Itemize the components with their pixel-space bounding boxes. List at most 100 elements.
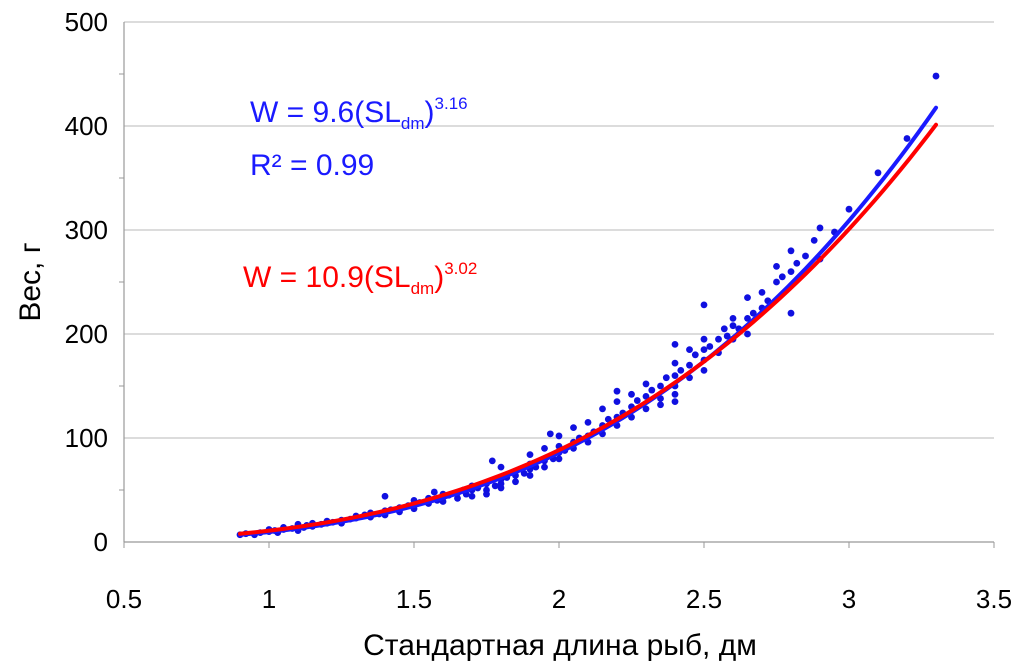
data-point <box>657 401 664 409</box>
data-point <box>628 390 635 398</box>
data-point <box>874 169 882 177</box>
data-point <box>749 309 757 317</box>
data-point <box>648 386 656 394</box>
red-eq-prefix: W = 10.9(SL <box>243 261 411 294</box>
blue-eq-sub: dm <box>401 114 425 133</box>
data-point <box>787 268 795 275</box>
data-point <box>657 382 664 390</box>
data-point <box>845 205 853 213</box>
data-point <box>700 335 708 343</box>
y-axis-title: Вес, г <box>14 242 47 321</box>
data-point <box>787 247 795 255</box>
x-axis-title: Стандартная длина рыб, дм <box>363 629 757 662</box>
data-point <box>700 301 708 309</box>
data-points <box>236 72 940 539</box>
data-point <box>604 415 612 423</box>
data-point <box>671 372 679 379</box>
data-point <box>491 482 499 490</box>
y-tick-label: 200 <box>65 319 108 349</box>
data-point <box>430 488 438 496</box>
data-point <box>555 432 563 440</box>
data-point <box>642 405 650 413</box>
data-point <box>715 335 722 343</box>
data-point <box>686 361 693 369</box>
data-point <box>633 397 641 404</box>
tick-labels: 0 100 200 300 400 500 0.5 1 1.5 2 2.5 3 3.5 <box>65 7 1012 614</box>
data-point <box>810 237 818 244</box>
data-point <box>729 322 737 330</box>
data-point <box>677 367 685 374</box>
data-point <box>706 343 714 350</box>
x-tick-label: 1 <box>262 584 276 614</box>
data-point <box>671 359 679 367</box>
data-point <box>744 315 751 322</box>
gridlines <box>124 21 994 439</box>
data-point <box>613 398 621 405</box>
data-point <box>541 463 548 471</box>
data-point <box>903 135 911 142</box>
x-tick-label: 2.5 <box>686 584 722 614</box>
data-point <box>642 393 650 400</box>
data-point <box>773 278 780 286</box>
x-tick-label: 2 <box>552 584 566 614</box>
data-point <box>555 455 563 463</box>
data-point <box>512 478 519 486</box>
blue-fit-curve <box>238 105 938 537</box>
data-point <box>758 289 766 296</box>
data-point <box>744 330 751 338</box>
blue-eq-prefix: W = 9.6(SL <box>250 96 401 129</box>
data-point <box>816 224 824 232</box>
data-point <box>483 490 490 498</box>
data-point <box>671 390 679 398</box>
data-point <box>599 405 606 413</box>
data-point <box>468 492 476 500</box>
r-squared: R² = 0.99 <box>250 149 374 182</box>
data-point <box>691 351 699 359</box>
data-point <box>723 332 731 340</box>
y-tick-label: 0 <box>94 527 108 557</box>
x-tick-label: 3.5 <box>976 584 1012 614</box>
red-eq-close: ) <box>434 261 444 294</box>
data-point <box>671 341 679 348</box>
data-point <box>642 380 650 388</box>
data-point <box>662 374 670 382</box>
data-point <box>773 263 780 270</box>
red-eq-sub: dm <box>411 279 435 298</box>
axes <box>119 22 995 548</box>
x-tick-label: 1.5 <box>396 584 432 614</box>
red-eq-sup: 3.02 <box>444 259 477 278</box>
data-point <box>381 492 389 500</box>
x-tick-label: 3 <box>842 584 856 614</box>
y-tick-label: 500 <box>65 7 108 37</box>
data-point <box>488 457 496 465</box>
red-equation: W = 10.9(SLdm)3.02 <box>243 259 477 298</box>
data-point <box>520 469 528 477</box>
data-point <box>720 325 728 333</box>
data-point <box>546 430 554 438</box>
data-point <box>497 463 505 471</box>
data-point <box>793 259 801 267</box>
data-point <box>686 346 693 353</box>
blue-eq-sup: 3.16 <box>435 94 468 113</box>
data-point <box>584 419 592 426</box>
data-point <box>700 346 708 353</box>
data-point <box>526 472 534 479</box>
red-fit-curve <box>238 122 938 536</box>
data-point <box>613 387 621 395</box>
data-point <box>802 252 809 260</box>
blue-equation: W = 9.6(SLdm)3.16 <box>250 94 468 133</box>
data-point <box>778 273 786 281</box>
data-point <box>671 398 679 405</box>
data-point <box>700 367 708 374</box>
y-tick-label: 100 <box>65 423 108 453</box>
blue-eq-close: ) <box>425 96 435 129</box>
data-point <box>497 484 505 492</box>
data-point <box>541 445 548 452</box>
data-point <box>454 494 461 502</box>
data-point <box>570 424 577 431</box>
data-point <box>787 309 795 317</box>
y-tick-label: 400 <box>65 111 108 141</box>
y-tick-label: 300 <box>65 215 108 245</box>
data-point <box>526 451 534 459</box>
